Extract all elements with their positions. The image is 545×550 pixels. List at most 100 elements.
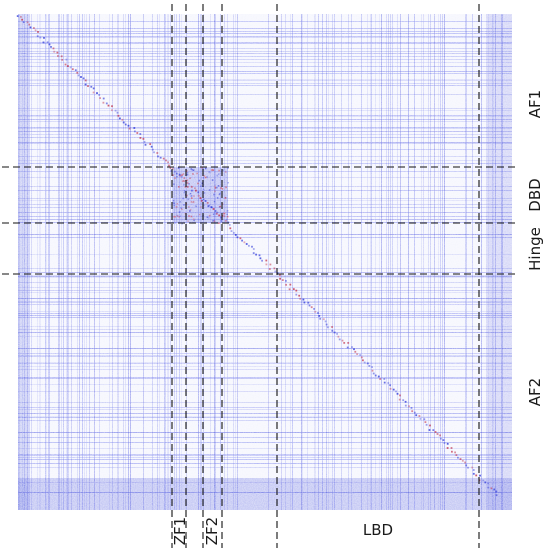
diagonal-contact bbox=[429, 424, 431, 427]
diagonal-contact bbox=[484, 481, 487, 484]
diagonal-contact bbox=[298, 294, 301, 297]
diagonal-contact bbox=[96, 92, 98, 94]
diagonal-contact bbox=[42, 41, 45, 44]
diagonal-contact bbox=[413, 411, 416, 414]
domain-label-zf2: ZF2 bbox=[203, 517, 221, 545]
diagonal-contact bbox=[464, 461, 466, 464]
diagonal-contact bbox=[157, 155, 159, 158]
diagonal-contact bbox=[387, 382, 390, 384]
diagonal-contact bbox=[206, 202, 209, 204]
diagonal-contact bbox=[273, 267, 276, 270]
diagonal-contact bbox=[368, 365, 371, 367]
diagonal-contact bbox=[214, 210, 217, 212]
diagonal-contact bbox=[289, 283, 292, 286]
diagonal-contact bbox=[389, 387, 392, 390]
domain-label-hinge: Hinge bbox=[526, 227, 544, 271]
diagonal-contact bbox=[191, 189, 193, 192]
diagonal-contact bbox=[313, 308, 315, 310]
diagonal-contact bbox=[151, 148, 154, 151]
diagonal-contact bbox=[183, 177, 186, 179]
diagonal-contact bbox=[299, 297, 302, 300]
diagonal-contact bbox=[248, 244, 250, 247]
diagonal-contact bbox=[26, 21, 29, 24]
diagonal-contact bbox=[34, 29, 37, 32]
diagonal-contact bbox=[307, 301, 310, 304]
diagonal-contact bbox=[374, 374, 377, 377]
diagonal-contact bbox=[64, 63, 67, 66]
diagonal-contact bbox=[228, 224, 231, 226]
diagonal-contact bbox=[402, 399, 405, 402]
diagonal-contact bbox=[82, 77, 85, 80]
diagonal-contact bbox=[162, 157, 165, 160]
diagonal-contact bbox=[87, 85, 89, 87]
diagonal-contact bbox=[442, 439, 445, 441]
domain-label-af1: AF1 bbox=[526, 90, 544, 118]
domain-label-af2: AF2 bbox=[526, 378, 544, 406]
diagonal-contact bbox=[495, 494, 498, 497]
diagonal-contact bbox=[128, 127, 131, 130]
diagonal-contact bbox=[169, 167, 172, 169]
diagonal-contact bbox=[331, 329, 334, 332]
diagonal-contact bbox=[459, 458, 462, 460]
diagonal-contact bbox=[144, 143, 147, 146]
diagonal-contact bbox=[102, 97, 105, 100]
diagonal-contact bbox=[98, 94, 101, 96]
diagonal-contact bbox=[180, 175, 183, 178]
diagonal-contact bbox=[133, 127, 136, 129]
diagonal-contact bbox=[255, 253, 257, 256]
diagonal-contact bbox=[461, 459, 464, 462]
diagonal-contact bbox=[360, 356, 363, 359]
diagonal-contact bbox=[111, 105, 113, 108]
diagonal-contact bbox=[467, 466, 469, 469]
diagonal-contact bbox=[303, 301, 306, 304]
diagonal-contact bbox=[490, 487, 493, 490]
diagonal-contact bbox=[28, 23, 31, 26]
diagonal-contact bbox=[218, 214, 221, 217]
domain-dividers bbox=[2, 4, 515, 548]
diagonal-contact bbox=[36, 35, 39, 38]
diagonal-contact bbox=[395, 390, 397, 393]
diagonal-contact bbox=[220, 216, 223, 219]
diagonal-contact bbox=[383, 381, 386, 384]
diagonal-contact bbox=[347, 342, 350, 344]
diagonal-contact bbox=[455, 454, 458, 456]
domain-label-dbd: DBD bbox=[526, 178, 544, 211]
diagonal-contact bbox=[241, 239, 243, 242]
diagonal-contact bbox=[159, 156, 162, 159]
diagonal-contact bbox=[362, 359, 364, 362]
diagonal-contact bbox=[197, 191, 200, 194]
diagonal-contact bbox=[274, 270, 277, 273]
diagonal-contact bbox=[295, 289, 298, 292]
diagonal-contact bbox=[372, 372, 375, 375]
diagonal-contact bbox=[346, 346, 349, 349]
diagonal-contact bbox=[295, 293, 298, 296]
diagonal-contact bbox=[29, 26, 32, 29]
diagonal-contact bbox=[302, 298, 305, 301]
diagonal-contact bbox=[322, 318, 325, 321]
diagonal-contact bbox=[21, 18, 23, 21]
diagonal-contact bbox=[168, 164, 170, 167]
diagonal-contact bbox=[423, 418, 426, 421]
diagonal-contact bbox=[190, 185, 193, 188]
diagonal-contact bbox=[52, 47, 55, 50]
diagonal-contact bbox=[379, 378, 382, 380]
diagonal-contact bbox=[127, 124, 130, 127]
diagonal-contact bbox=[92, 87, 95, 90]
diagonal-contact bbox=[114, 109, 117, 112]
diagonal-contact bbox=[432, 429, 435, 431]
diagonal-contact bbox=[74, 69, 77, 72]
domain-label-zf1: ZF1 bbox=[171, 517, 189, 545]
diagonal-contact bbox=[363, 361, 366, 364]
diagonal-contact bbox=[279, 274, 281, 276]
diagonal-contact bbox=[111, 109, 113, 112]
diagonal-contact bbox=[200, 200, 203, 202]
contact-map-grain bbox=[18, 14, 512, 510]
diagonal-contact bbox=[136, 132, 139, 134]
diagonal-contact bbox=[90, 85, 93, 88]
diagonal-contact bbox=[419, 418, 422, 420]
diagonal-contact bbox=[377, 375, 380, 378]
diagonal-contact bbox=[204, 200, 207, 202]
diagonal-contact bbox=[424, 421, 427, 423]
diagonal-contact bbox=[288, 288, 291, 291]
diagonal-contact bbox=[482, 479, 485, 482]
